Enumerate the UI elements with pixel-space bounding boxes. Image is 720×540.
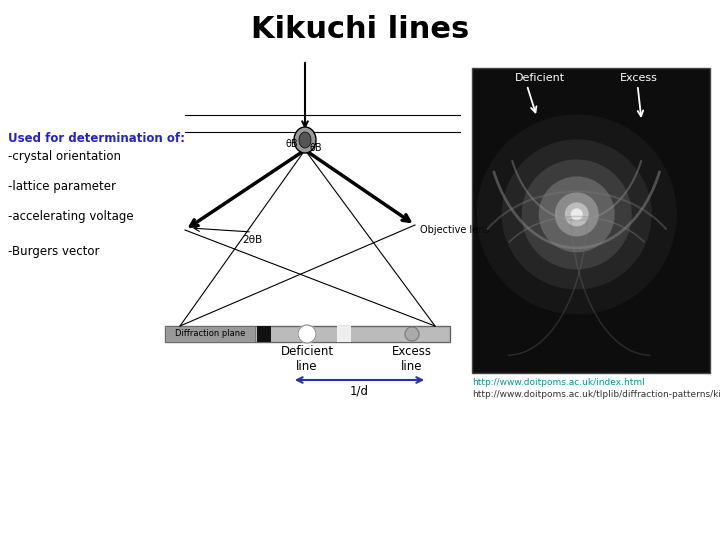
Circle shape xyxy=(298,325,316,343)
Bar xyxy=(472,68,710,373)
Text: 1/d: 1/d xyxy=(350,385,369,398)
Text: θB: θB xyxy=(285,139,297,149)
Circle shape xyxy=(477,114,677,314)
Text: -lattice parameter: -lattice parameter xyxy=(8,180,116,193)
Circle shape xyxy=(571,208,582,220)
Bar xyxy=(165,326,255,342)
Text: http://www.doitpoms.ac.uk/index.html: http://www.doitpoms.ac.uk/index.html xyxy=(472,378,644,387)
Bar xyxy=(165,326,450,342)
Ellipse shape xyxy=(294,127,316,153)
Text: θB: θB xyxy=(309,143,322,153)
Text: Excess
line: Excess line xyxy=(392,345,432,373)
Circle shape xyxy=(554,192,599,237)
Text: Excess: Excess xyxy=(619,73,657,83)
Text: http://www.doitpoms.ac.uk/tlplib/diffraction-patterns/kikuchi.php: http://www.doitpoms.ac.uk/tlplib/diffrac… xyxy=(472,390,720,399)
Text: Deficient
line: Deficient line xyxy=(280,345,333,373)
Ellipse shape xyxy=(299,132,311,148)
Circle shape xyxy=(405,327,419,341)
Circle shape xyxy=(502,139,652,289)
Text: Diffraction plane: Diffraction plane xyxy=(175,329,246,339)
Bar xyxy=(257,326,271,342)
Circle shape xyxy=(522,159,631,269)
Text: -Burgers vector: -Burgers vector xyxy=(8,245,99,258)
Text: -crystal orientation: -crystal orientation xyxy=(8,150,121,163)
Circle shape xyxy=(539,177,615,252)
Text: -accelerating voltage: -accelerating voltage xyxy=(8,210,134,223)
Text: Used for determination of:: Used for determination of: xyxy=(8,132,185,145)
Text: Objective lens: Objective lens xyxy=(420,225,490,235)
Text: 2θB: 2θB xyxy=(242,235,262,245)
Text: Deficient: Deficient xyxy=(515,73,565,83)
Circle shape xyxy=(564,202,589,226)
Bar xyxy=(337,326,351,342)
Text: Kikuchi lines: Kikuchi lines xyxy=(251,15,469,44)
